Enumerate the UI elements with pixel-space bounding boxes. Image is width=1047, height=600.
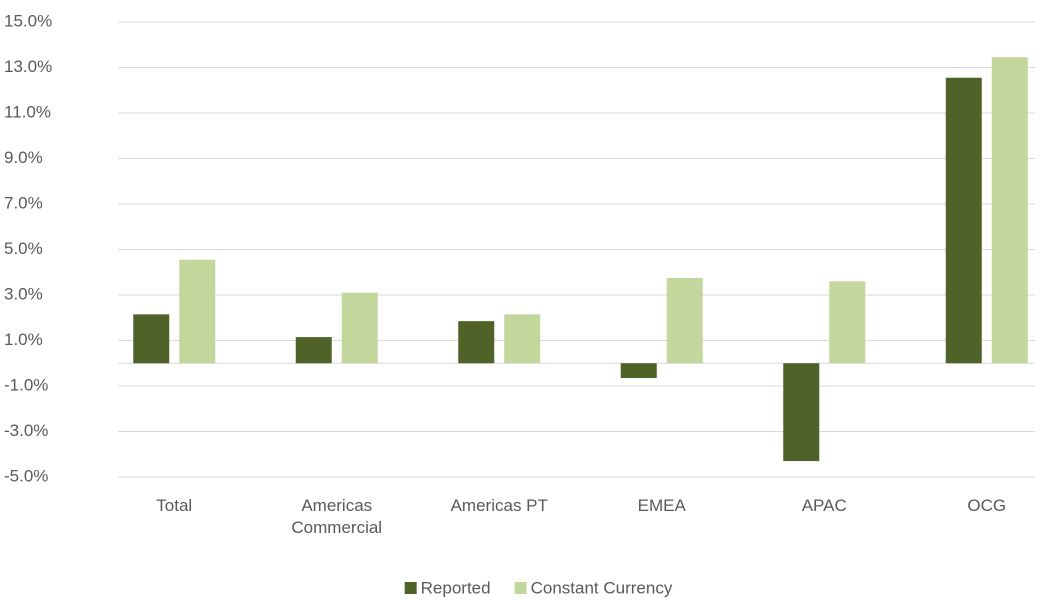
x-tick-label: Americas Commercial [291, 496, 383, 537]
bar [783, 363, 820, 462]
legend-label: Reported [421, 578, 491, 597]
bar [458, 321, 495, 364]
y-tick-label: 15.0% [4, 11, 52, 30]
x-tick-label: APAC [801, 496, 847, 515]
y-tick-label: 7.0% [4, 193, 43, 212]
legend-swatch [514, 582, 527, 594]
y-tick-label: 13.0% [4, 57, 52, 76]
bar [945, 77, 982, 364]
x-tick-label: EMEA [637, 496, 686, 515]
bar [133, 314, 170, 364]
bar [991, 57, 1028, 364]
y-tick-label: 11.0% [4, 102, 51, 121]
bar [295, 337, 332, 364]
y-tick-label: 9.0% [4, 148, 43, 167]
bar [620, 363, 657, 379]
x-tick-label: Americas PT [450, 496, 548, 515]
bar [504, 314, 541, 364]
x-tick-label: OCG [967, 496, 1007, 515]
legend-swatch [404, 582, 417, 594]
legend-label: Constant Currency [531, 578, 673, 597]
y-tick-label: 5.0% [4, 239, 43, 258]
bar [829, 281, 866, 364]
x-tick-label: Total [156, 496, 193, 515]
y-tick-label: 1.0% [4, 330, 43, 349]
bar [666, 277, 703, 364]
y-tick-label: 3.0% [4, 284, 43, 303]
y-tick-label: -1.0% [4, 375, 48, 394]
bar [341, 292, 378, 364]
y-tick-label: -3.0% [4, 421, 48, 440]
y-tick-label: -5.0% [4, 466, 48, 485]
bar [179, 259, 216, 364]
